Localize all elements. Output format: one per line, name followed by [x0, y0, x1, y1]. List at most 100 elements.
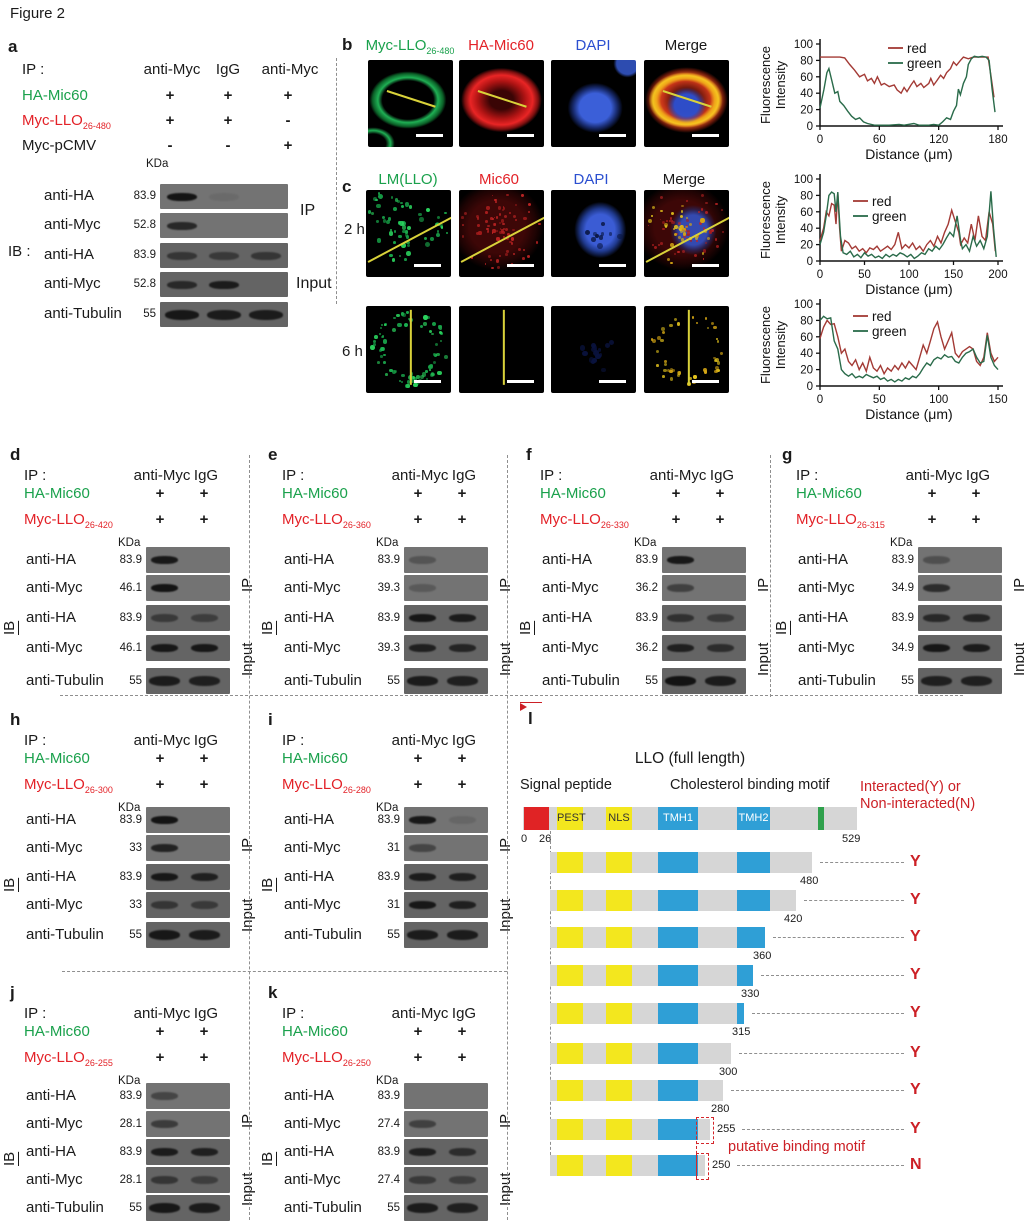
- fluorescence-dot: [494, 201, 497, 204]
- fluorescence-dot: [400, 205, 404, 209]
- protein-band: [150, 1148, 178, 1156]
- kda-value: 28.1: [119, 1173, 142, 1186]
- micro-c-6h-c6-merge: [644, 306, 729, 393]
- protein-band: [406, 930, 438, 940]
- svg-text:red: red: [872, 194, 892, 209]
- linescan-line: [503, 310, 505, 386]
- construct-value: +: [199, 1049, 209, 1066]
- panel-g-coip-blots: g IP : anti-Myc IgG HA-Mic60 + + Myc-LLO26-315 +…: [772, 440, 1024, 702]
- antibody-label: anti-HA: [26, 608, 77, 626]
- fluorescence-dot: [670, 261, 673, 264]
- fluorescence-dot: [405, 235, 410, 239]
- fluorescence-dot: [691, 315, 695, 319]
- pest-segment: [557, 965, 583, 986]
- fluorescence-dot: [664, 360, 667, 363]
- svg-text:100: 100: [899, 269, 918, 281]
- fluorescence-dot: [420, 325, 424, 329]
- fluorescence-dot: [666, 220, 668, 222]
- fluorescence-dot: [671, 369, 676, 373]
- interaction-result-330: Y: [910, 966, 921, 983]
- fluorescence-dot: [394, 230, 397, 233]
- group-label-ip: IP: [497, 1113, 514, 1128]
- panel-label-b: b: [342, 35, 353, 54]
- protein-band: [666, 614, 694, 622]
- fluorescence-dot: [429, 369, 432, 372]
- fluorescence-dot: [605, 342, 611, 348]
- panel-h-coip-blots: h IP : anti-Myc IgG HA-Mic60 + + Myc-LLO26-300 +…: [0, 705, 256, 967]
- timepoint-2h: 2 h: [344, 221, 365, 238]
- construct-value: +: [457, 776, 467, 793]
- kda-header: KDa: [376, 1075, 399, 1087]
- panel-label-c: c: [342, 177, 352, 196]
- fluorescence-dot: [427, 315, 430, 319]
- protein-band: [150, 844, 178, 852]
- fluorescence-dot: [538, 223, 541, 226]
- svg-text:200: 200: [988, 269, 1007, 281]
- svg-text:150: 150: [944, 269, 963, 281]
- svg-text:20: 20: [800, 240, 813, 252]
- pest-segment: [557, 852, 583, 873]
- protein-band: [150, 644, 178, 652]
- kda-value: 83.9: [377, 553, 400, 566]
- construct-name: Myc-LLO26-280: [282, 776, 371, 795]
- fluorescence-dot: [496, 237, 500, 241]
- kda-header: KDa: [376, 802, 399, 814]
- panel-b-microscopy: b Myc-LLO26-480 HA-Mic60 DAPI Merge: [342, 34, 758, 160]
- svg-text:20: 20: [800, 105, 813, 117]
- fluorescence-dot: [430, 236, 434, 241]
- fluorescence-dot: [663, 223, 668, 228]
- channel-header: LM(LLO): [378, 171, 438, 188]
- fluorescence-dot: [391, 258, 396, 263]
- ip-column: IgG: [193, 1005, 219, 1022]
- fluorescence-dot: [673, 225, 678, 229]
- tmh1-segment: [658, 1155, 698, 1176]
- blot-image-anti-myc: [160, 213, 288, 238]
- construct-value: +: [199, 750, 209, 767]
- antibody-label: anti-Myc: [284, 838, 341, 856]
- svg-text:40: 40: [800, 223, 813, 235]
- fluorescence-dot: [494, 198, 497, 202]
- fluorescence-dot: [475, 214, 479, 218]
- fluorescence-dot: [601, 222, 606, 227]
- construct-value: +: [715, 485, 725, 502]
- svg-text:Distance (μm): Distance (μm): [865, 146, 952, 162]
- blot-image-anti-tubulin: [662, 668, 746, 694]
- construct-name: Myc-LLO26-330: [540, 511, 629, 530]
- fluorescence-dot: [608, 232, 612, 236]
- fluorescence-dot: [495, 215, 499, 219]
- construct-value: -: [167, 137, 173, 154]
- fluorescence-dot: [387, 217, 392, 221]
- protein-band: [150, 556, 178, 564]
- fluorescence-dot: [380, 355, 383, 358]
- fluorescence-dot: [679, 226, 684, 231]
- kda-value: 83.9: [119, 813, 142, 826]
- fluorescence-dot: [411, 376, 415, 380]
- fluorescence-dot: [710, 228, 714, 232]
- micro-b-b-green: [368, 60, 453, 147]
- tmh1-domain: TMH1: [658, 807, 698, 830]
- antibody-label: anti-Myc: [284, 895, 341, 913]
- fluorescence-dot: [496, 230, 498, 232]
- kda-value: 27.4: [377, 1117, 400, 1130]
- fluorescence-dot: [687, 233, 691, 237]
- pest-domain-label: PEST: [557, 812, 586, 824]
- fluorescence-dot: [462, 224, 464, 226]
- kda-value: 83.9: [635, 611, 658, 624]
- svg-text:100: 100: [794, 174, 813, 186]
- ip-column: anti-Myc: [261, 61, 319, 78]
- group-label-ip: IP: [755, 577, 772, 592]
- fluorescence-dot: [419, 374, 424, 379]
- ip-column: IgG: [193, 732, 219, 749]
- blot-image-anti-tubulin: [918, 668, 1002, 694]
- blot-image-anti-ha: [404, 605, 488, 631]
- ip-column: IgG: [215, 61, 241, 78]
- fluorescence-dot: [707, 237, 710, 241]
- fluorescence-dot: [439, 330, 443, 334]
- kda-header: KDa: [890, 537, 913, 549]
- antibody-label: anti-HA: [26, 867, 77, 885]
- tmh2-segment: [737, 1003, 744, 1024]
- fluorescence-dot: [377, 360, 381, 364]
- protein-band: [449, 816, 477, 824]
- svg-text:0: 0: [807, 121, 813, 133]
- protein-band: [449, 1148, 477, 1156]
